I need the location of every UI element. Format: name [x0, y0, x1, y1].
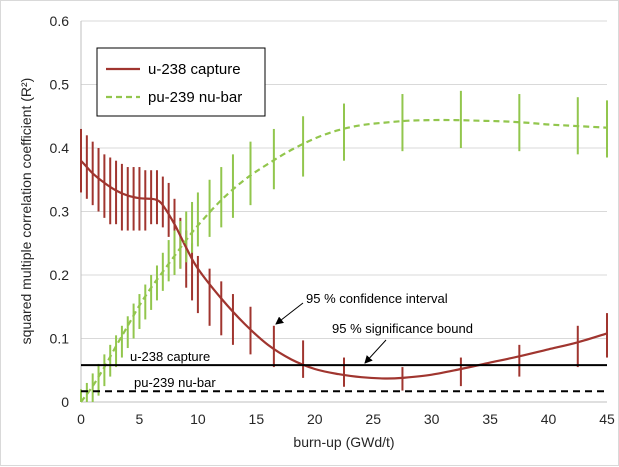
- confidence-interval-annotation: 95 % confidence interval: [306, 291, 448, 306]
- x-tick-label: 25: [365, 411, 381, 427]
- confidence-interval-arrow: [275, 302, 304, 325]
- error-bars: [80, 90, 608, 402]
- x-tick-label: 0: [77, 411, 85, 427]
- x-tick-label: 40: [541, 411, 557, 427]
- ref-line-label-pu239: pu-239 nu-bar: [134, 375, 216, 390]
- series-line-pu239-nubar: [80, 118, 608, 403]
- x-tick-label: 5: [136, 411, 144, 427]
- data-series: [80, 118, 608, 403]
- legend-label-pu239: pu-239 nu-bar: [148, 89, 242, 106]
- significance-bound-arrow: [364, 339, 387, 364]
- x-tick-label: 45: [599, 411, 615, 427]
- y-tick-label: 0.6: [50, 13, 70, 29]
- y-tick-label: 0.2: [50, 267, 70, 283]
- legend-box: [96, 47, 266, 117]
- y-axis-title: squared multiple correlation coefficient…: [18, 78, 34, 345]
- x-tick-label: 10: [190, 411, 206, 427]
- x-tick-label: 20: [307, 411, 323, 427]
- y-tick-label: 0.4: [50, 140, 70, 156]
- y-tick-label: 0: [61, 394, 69, 410]
- series-line-u238-capture: [80, 159, 608, 380]
- y-tick-label: 0.5: [50, 77, 70, 93]
- legend-label-u238: u-238 capture: [148, 61, 241, 78]
- x-axis-title: burn-up (GWd/t): [293, 434, 394, 450]
- axes: 0 0.1 0.2 0.3 0.4 0.5 0.6 0 5 10 15 20 25 30 35 40 45: [50, 13, 615, 427]
- y-tick-label: 0.3: [50, 204, 70, 220]
- significance-bounds: [81, 364, 607, 393]
- significance-bound-annotation: 95 % significance bound: [332, 321, 473, 336]
- ref-line-label-u238: u-238 capture: [130, 349, 210, 364]
- x-tick-label: 30: [424, 411, 440, 427]
- x-tick-label: 15: [249, 411, 265, 427]
- legend: u-238 capture pu-239 nu-bar: [96, 47, 266, 117]
- y-tick-label: 0.1: [50, 331, 70, 347]
- x-tick-label: 35: [482, 411, 498, 427]
